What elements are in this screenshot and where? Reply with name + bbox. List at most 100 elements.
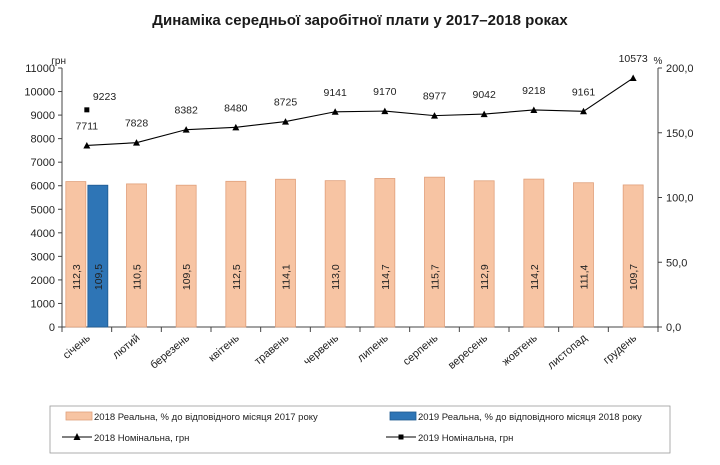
line-2018-nominal-label: 9161: [572, 86, 596, 98]
line-2018-nominal-marker: [381, 107, 389, 115]
legend-swatch-2019-real: [389, 411, 417, 421]
legend-label-2018-real: 2018 Реальна, % до відповідного місяця 2…: [94, 412, 318, 423]
left-tick-label: 9000: [31, 110, 55, 122]
left-tick-label: 0: [49, 322, 55, 334]
bar-2018-real-label: 112,9: [479, 264, 491, 290]
line-2018-nominal-label: 8977: [423, 91, 447, 103]
left-tick-label: 2000: [31, 275, 55, 287]
category-label: липень: [355, 332, 391, 365]
plot-frame: [61, 68, 659, 328]
right-tick-label: 150,0: [666, 128, 694, 140]
line-2018-nominal-label: 9218: [522, 85, 546, 97]
bar-2018-real: [622, 184, 644, 328]
left-tick-label: 8000: [31, 134, 55, 146]
bar-2018-real-label: 113,0: [330, 264, 342, 290]
bar-2018-real: [374, 178, 396, 328]
left-tick-label: 1000: [31, 298, 55, 310]
bar-2018-real-label: 110,5: [132, 264, 144, 290]
left-axis-unit: грн: [51, 56, 66, 67]
bars-layer: 112,3 110,5 109,5 112,5 114,1 113,0 114,7 115,7…: [65, 176, 644, 328]
category-label: квітень: [207, 332, 242, 364]
line-2018-nominal-marker: [480, 110, 488, 118]
category-label: листопад: [545, 332, 590, 372]
bar-2018-real-label: 114,7: [380, 264, 392, 290]
legend-swatch-2018-real: [65, 411, 93, 421]
legend-label-2018-nominal: 2018 Номінальна, грн: [94, 433, 189, 444]
line-2018-nominal-label: 9170: [373, 86, 397, 98]
bar-2018-real: [424, 176, 445, 328]
category-label: лютий: [110, 332, 142, 362]
bar-2018-real: [324, 180, 346, 328]
point-2019-nominal-marker: [84, 107, 90, 113]
line-2018-nominal-label: 7711: [76, 120, 99, 132]
right-axis-unit: %: [654, 56, 663, 67]
left-tick-label: 6000: [31, 181, 55, 193]
line-2018-nominal-marker: [431, 112, 438, 119]
right-tick-label: 200,0: [666, 63, 694, 75]
category-labels: січень лютий березень квітень травень червень…: [61, 327, 659, 372]
bar-2018-real-label: 114,1: [281, 264, 293, 290]
right-axis: 0,0 50,0 100,0 150,0 200,0%: [654, 56, 694, 334]
category-label: жовтень: [500, 332, 540, 368]
left-tick-label: 11000: [25, 63, 55, 75]
bar-2018-real-label: 111,4: [579, 264, 591, 289]
bar-2018-real-label: 109,5: [181, 264, 193, 290]
bar-2019-real-label: 109,5: [93, 264, 105, 290]
line-2018-nominal-marker: [133, 139, 140, 146]
left-tick-label: 7000: [31, 157, 55, 169]
legend-swatch-2018-nominal-marker: [73, 433, 81, 440]
line-2018-nominal-label: 9042: [472, 89, 496, 101]
category-label: серпень: [401, 332, 441, 368]
line-2018-nominal-label: 9141: [323, 87, 347, 99]
chart-title: Динаміка середньої заробітної плати у 20…: [152, 12, 568, 29]
category-label: вересень: [446, 332, 490, 372]
bar-2018-real-label: 115,7: [430, 264, 442, 290]
line-2018-nominal-marker: [331, 108, 339, 115]
bar-2019-real: [87, 184, 109, 328]
bar-2018-real: [225, 180, 247, 328]
right-tick-label: 50,0: [666, 257, 687, 269]
category-label: березень: [148, 332, 192, 372]
line-2018-nominal-label: 8382: [174, 105, 198, 117]
category-label: грудень: [601, 332, 639, 367]
legend: 2018 Реальна, % до відповідного місяця 2…: [49, 405, 671, 454]
line-2018-nominal-marker: [182, 126, 190, 133]
bar-2018-real: [126, 183, 147, 328]
left-tick-label: 3000: [31, 251, 55, 263]
legend-swatch-2019-nominal-marker: [398, 434, 404, 440]
legend-label-2019-nominal: 2019 Номінальна, грн: [418, 433, 513, 444]
category-label: січень: [61, 332, 93, 362]
bar-2018-real: [473, 180, 495, 328]
line-2018-nominal-label: 7828: [125, 118, 149, 130]
line-2018-nominal-label: 10573: [619, 53, 648, 65]
left-tick-label: 5000: [31, 204, 55, 216]
category-label: червень: [301, 332, 341, 368]
line-2018-nominal-label: 8480: [224, 102, 248, 114]
bar-2018-real: [275, 178, 296, 328]
lines-layer: 7711 7828 8382 8480 8725 9141 9170 8977 9042 9218…: [76, 53, 648, 149]
line-2018-nominal-label: 8725: [274, 97, 298, 109]
bar-2018-real: [65, 181, 87, 328]
bar-2018-real: [175, 184, 197, 328]
left-tick-label: 10000: [24, 87, 55, 99]
left-tick-label: 4000: [31, 228, 55, 240]
right-tick-label: 0,0: [666, 322, 681, 334]
category-label: травень: [252, 332, 291, 368]
line-2018-nominal-marker: [232, 123, 240, 131]
legend-box: [49, 405, 671, 454]
bar-2018-real-label: 109,7: [628, 264, 640, 290]
left-axis: 0 1000 2000 3000 4000 5000 6000 7000 8000 9000 100…: [24, 56, 66, 334]
legend-label-2019-real: 2019 Реальна, % до відповідного місяця 2…: [418, 412, 642, 423]
bar-2018-real-label: 114,2: [529, 264, 541, 290]
right-tick-label: 100,0: [666, 193, 694, 205]
line-2018-nominal-marker: [530, 106, 538, 113]
bar-2018-real-label: 112,3: [71, 264, 83, 290]
line-2018-nominal-marker: [580, 107, 587, 115]
line-2018-nominal-marker: [83, 141, 91, 149]
bar-2018-real-label: 112,5: [231, 264, 243, 290]
line-2018-nominal-marker: [282, 118, 289, 125]
line-2018-nominal: [86, 77, 634, 146]
line-2018-nominal-marker: [629, 74, 637, 82]
point-2019-nominal-label: 9223: [93, 91, 117, 103]
